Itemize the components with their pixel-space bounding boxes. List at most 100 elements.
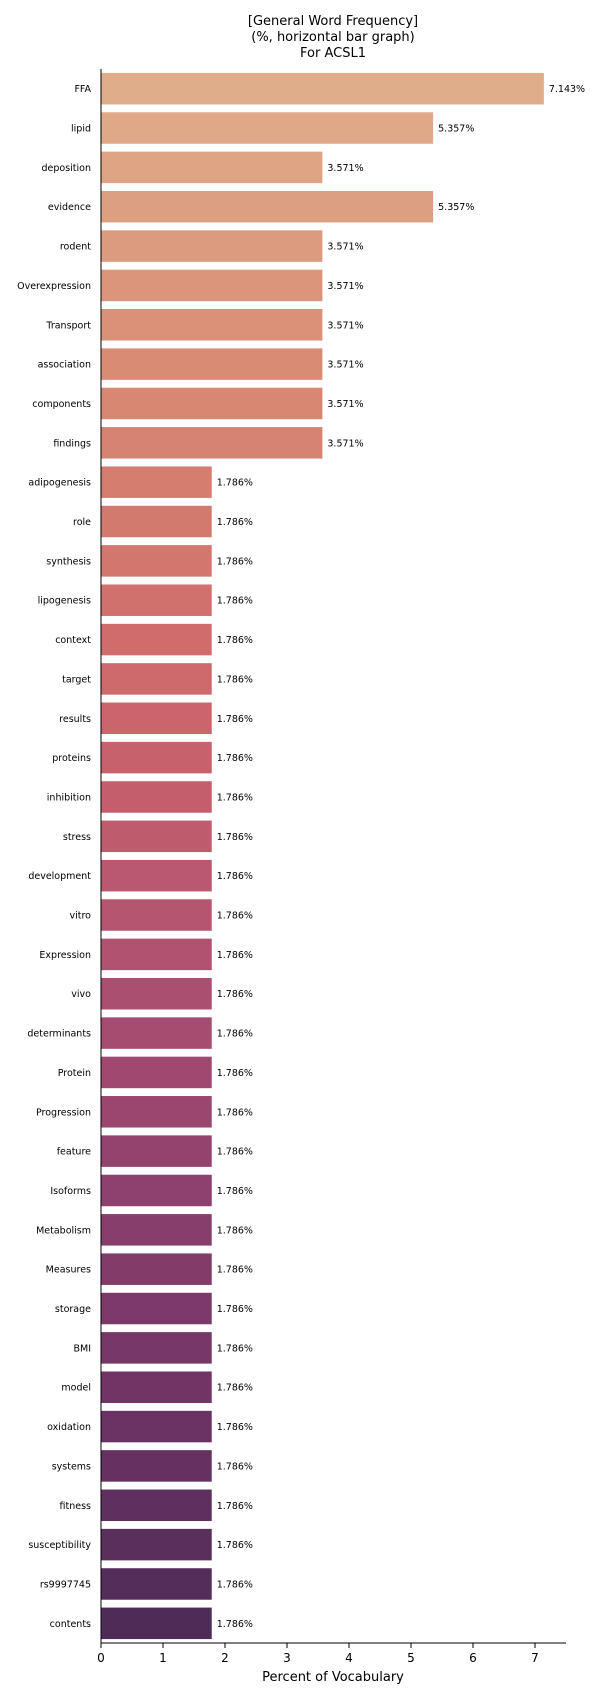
x-tick-label: 4 [345,1651,353,1665]
bar [101,387,323,420]
category-label: development [28,871,91,882]
category-label: fitness [60,1501,92,1512]
value-label: 1.786% [217,596,253,607]
category-label: Progression [36,1107,91,1118]
category-label: components [32,399,91,410]
bar [101,702,212,735]
value-label: 3.571% [327,163,363,174]
category-label: lipid [71,124,91,135]
bar [101,899,212,931]
category-label: rs9997745 [40,1579,91,1590]
chart-title-line-2: (%, horizontal bar graph) [251,30,414,45]
value-label: 1.786% [217,517,253,528]
chart-title-line-3: For ACSL1 [300,46,366,61]
bar [101,1135,212,1167]
value-label: 1.786% [217,1107,253,1118]
value-label: 5.357% [438,124,474,135]
category-label: susceptibility [28,1540,91,1551]
value-label: 1.786% [217,1147,253,1158]
category-label: Transport [45,320,91,331]
category-label: vitro [70,911,92,922]
category-label: adipogenesis [28,478,91,489]
bar [101,505,212,538]
bar [101,663,212,695]
category-label: determinants [27,1029,91,1040]
value-label: 1.786% [217,1422,253,1433]
bar [101,72,544,105]
bar [101,623,212,656]
category-label: inhibition [47,792,91,803]
value-label: 1.786% [217,753,253,764]
value-label: 1.786% [217,1029,253,1040]
bar [101,309,323,341]
value-label: 1.786% [217,714,253,725]
x-tick-label: 0 [97,1651,105,1665]
category-label: lipogenesis [38,596,91,607]
value-label: 1.786% [217,1068,253,1079]
bar [101,269,323,302]
category-label: proteins [52,753,91,764]
value-label: 3.571% [327,360,363,371]
category-label: findings [53,438,91,449]
value-label: 1.786% [217,1186,253,1197]
value-label: 5.357% [438,202,474,213]
bar [101,1017,212,1049]
value-label: 1.786% [217,1225,253,1236]
category-label: systems [52,1461,91,1472]
category-label: feature [57,1147,91,1158]
bar [101,112,434,144]
bar [101,1528,212,1561]
x-tick-label: 1 [159,1651,167,1665]
value-label: 1.786% [217,1579,253,1590]
category-label: contents [50,1619,91,1630]
category-label: association [38,360,91,371]
bar [101,741,212,774]
x-tick-label: 2 [221,1651,229,1665]
bar [101,781,212,813]
category-label: target [62,674,91,685]
value-label: 3.571% [327,399,363,410]
category-label: evidence [48,202,91,213]
chart-title-line-1: [General Word Frequency] [248,14,418,29]
bar [101,977,212,1010]
bar [101,1489,212,1522]
category-label: context [55,635,91,646]
category-label: role [73,517,91,528]
category-label: Expression [39,950,91,961]
bar [101,859,212,892]
category-label: Overexpression [17,281,91,292]
bar [101,1056,212,1089]
bar [101,1371,212,1403]
category-label: Isoforms [50,1186,91,1197]
value-label: 3.571% [327,242,363,253]
x-tick-label: 6 [469,1651,477,1665]
value-label: 1.786% [217,911,253,922]
value-label: 1.786% [217,1540,253,1551]
value-label: 1.786% [217,871,253,882]
x-tick-label: 7 [531,1651,539,1665]
bar [101,1410,212,1443]
category-label: synthesis [46,556,91,567]
value-label: 1.786% [217,1383,253,1394]
bar [101,1292,212,1325]
bar [101,1174,212,1207]
value-label: 1.786% [217,1343,253,1354]
value-label: 7.143% [549,84,585,95]
x-axis-label: Percent of Vocabulary [262,1670,404,1685]
bar-series: FFA 7.143% lipid 5.357% deposition 3.571% evid… [17,72,585,1640]
bar [101,348,323,380]
bar [101,230,323,262]
bar [101,938,212,971]
value-label: 1.786% [217,832,253,843]
category-label: FFA [74,84,91,95]
value-label: 1.786% [217,1461,253,1472]
bar [101,1253,212,1285]
bar [101,820,212,853]
value-label: 1.786% [217,1501,253,1512]
value-label: 1.786% [217,950,253,961]
value-label: 1.786% [217,635,253,646]
bar [101,466,212,498]
value-label: 3.571% [327,438,363,449]
bar [101,1332,212,1364]
